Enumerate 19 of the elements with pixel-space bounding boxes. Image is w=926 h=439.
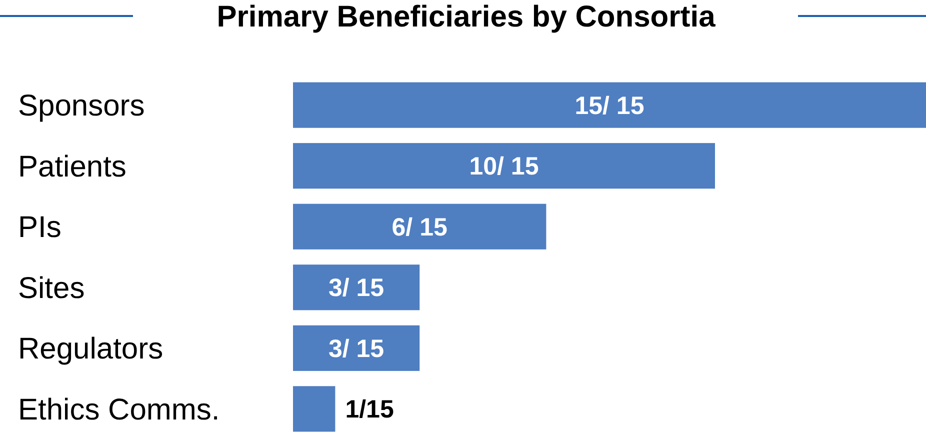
y-tick-label: Sponsors — [18, 90, 145, 123]
y-tick-label: PIs — [18, 211, 62, 244]
data-label: 3/ 15 — [328, 334, 384, 363]
bar — [293, 264, 420, 310]
data-label: 10/ 15 — [469, 152, 539, 181]
bar — [293, 143, 715, 189]
y-tick-label: Regulators — [18, 332, 164, 366]
y-tick-label: Sites — [18, 272, 85, 305]
y-tick-label: Patients — [18, 150, 126, 184]
chart-title: Primary Beneficiaries by Consortia — [216, 0, 716, 34]
bar — [293, 82, 926, 128]
bar — [293, 325, 420, 371]
data-label: 1/15 — [345, 396, 394, 424]
data-label: 3/ 15 — [328, 274, 384, 302]
y-tick-label: Ethics Comms. — [18, 393, 220, 426]
bar — [293, 204, 546, 250]
data-label: 15/ 15 — [574, 92, 644, 120]
data-label: 6/ 15 — [392, 213, 448, 242]
bar — [293, 386, 336, 432]
